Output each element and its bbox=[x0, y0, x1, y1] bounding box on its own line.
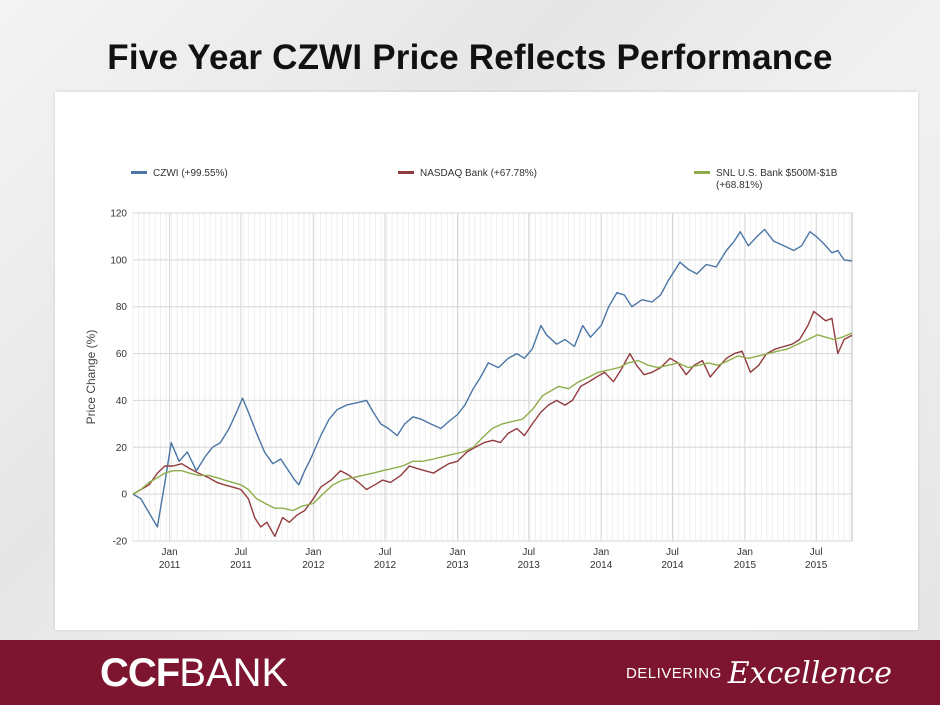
y-tick-label: 0 bbox=[121, 490, 127, 501]
series-line-2 bbox=[132, 310, 853, 537]
x-tick-label: Jul bbox=[666, 547, 679, 558]
slide-title: Five Year CZWI Price Reflects Performanc… bbox=[107, 38, 833, 77]
bank-logo: CCF BANK bbox=[100, 650, 288, 696]
series-line-1 bbox=[132, 228, 853, 528]
tagline: DELIVERING Excellence bbox=[626, 650, 892, 696]
plot-frame bbox=[132, 212, 853, 542]
x-tick-label: Jul bbox=[234, 547, 247, 558]
logo-bank-text: BANK bbox=[179, 651, 289, 695]
x-tick-year-label: 2011 bbox=[159, 560, 181, 571]
legend-label-1: CZWI (+99.55%) bbox=[153, 168, 228, 179]
x-tick-label: Jan bbox=[737, 547, 753, 558]
x-tick-label: Jan bbox=[449, 547, 465, 558]
x-tick-label: Jul bbox=[379, 547, 392, 558]
legend-label-2: NASDAQ Bank (+67.78%) bbox=[420, 168, 537, 179]
legend-label-3-line2: (+68.81%) bbox=[716, 180, 762, 191]
legend-label-3: SNL U.S. Bank $500M-$1B bbox=[716, 168, 838, 179]
x-tick-year-label: 2012 bbox=[302, 560, 325, 571]
x-tick-label: Jul bbox=[810, 547, 823, 558]
y-tick-label: 40 bbox=[116, 396, 128, 407]
y-tick-label: 80 bbox=[116, 302, 128, 313]
x-tick-year-label: 2013 bbox=[446, 560, 469, 571]
x-tick-label: Jan bbox=[593, 547, 609, 558]
x-tick-label: Jan bbox=[305, 547, 321, 558]
x-tick-year-label: 2015 bbox=[734, 560, 757, 571]
chart-series bbox=[132, 228, 853, 537]
series-line-3 bbox=[132, 332, 853, 512]
y-tick-label: 100 bbox=[110, 255, 127, 266]
y-tick-label: 60 bbox=[116, 349, 128, 360]
x-tick-year-label: 2011 bbox=[230, 560, 252, 571]
chart-grid bbox=[132, 212, 853, 542]
price-change-chart: CZWI (+99.55%) NASDAQ Bank (+67.78%) SNL U… bbox=[84, 168, 853, 572]
chart-panel: CZWI (+99.55%) NASDAQ Bank (+67.78%) SNL U… bbox=[55, 92, 918, 630]
x-tick-year-label: 2014 bbox=[661, 560, 684, 571]
footer-band bbox=[0, 640, 940, 705]
x-tick-label: Jan bbox=[162, 547, 178, 558]
logo-ccf-text: CCF bbox=[100, 651, 180, 695]
tagline-delivering: DELIVERING bbox=[625, 664, 722, 682]
y-tick-label: -20 bbox=[113, 537, 128, 548]
chart-legend: CZWI (+99.55%) NASDAQ Bank (+67.78%) SNL U… bbox=[131, 168, 838, 191]
tagline-excellence: Excellence bbox=[727, 655, 892, 691]
chart-axes: -20 0 20 40 60 80 100 120 Jan 2011 Jul 2011 Jan 2012 J… bbox=[84, 209, 828, 572]
x-tick-year-label: 2013 bbox=[518, 560, 541, 571]
y-tick-label: 120 bbox=[110, 209, 127, 220]
x-tick-label: Jul bbox=[522, 547, 535, 558]
y-axis-label: Price Change (%) bbox=[84, 330, 98, 425]
x-tick-year-label: 2012 bbox=[374, 560, 397, 571]
y-tick-label: 20 bbox=[116, 443, 128, 454]
x-tick-year-label: 2014 bbox=[590, 560, 613, 571]
x-tick-year-label: 2015 bbox=[805, 560, 828, 571]
